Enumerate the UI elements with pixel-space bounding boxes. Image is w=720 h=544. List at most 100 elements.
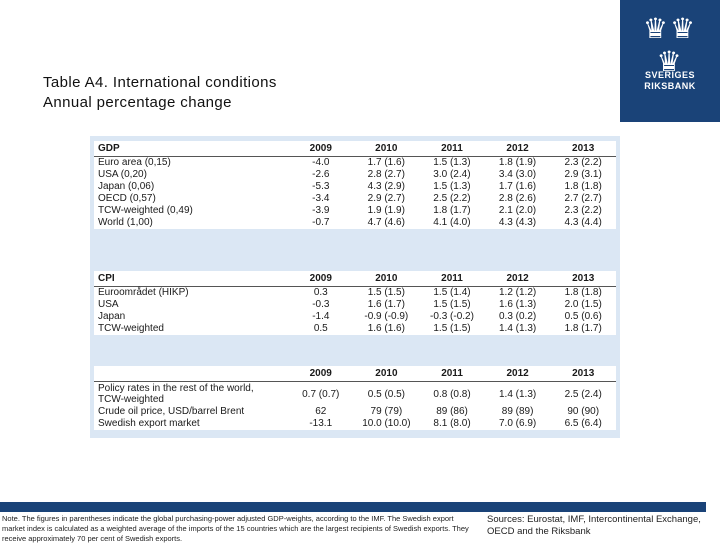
table-cell: 4.3 (4.3) [498, 217, 537, 228]
section-heading [94, 366, 288, 382]
table-cell: 1.4 (1.3) [498, 388, 537, 400]
table-cell: 1.8 (1.7) [564, 323, 602, 334]
table-row: OECD (0,57) -3.4 2.9 (2.7) 2.5 (2.2) 2.8 (2.… [94, 193, 616, 205]
table-cell: 2.1 (2.0) [498, 205, 537, 216]
year-header: 2011 [419, 141, 485, 157]
table-cell: 2.5 (2.2) [433, 193, 471, 204]
row-label: TCW-weighted (0,49) [98, 205, 193, 216]
title-line-1: Table A4. International conditions [43, 74, 277, 91]
table-cell: 2.8 (2.6) [498, 193, 537, 204]
year-header: 2012 [484, 271, 551, 287]
gdp-table: GDP 2009 2010 2011 2012 2013 Euro area (0,15) -… [94, 141, 616, 229]
cpi-table: CPI 2009 2010 2011 2012 2013 Euroområdet (HIKP… [94, 271, 616, 335]
table-cell: 1.8 (1.7) [433, 205, 471, 216]
table-cell: 1.7 (1.6) [498, 181, 537, 192]
year-header: 2010 [353, 366, 420, 382]
row-label: USA [98, 299, 119, 310]
page-title: Table A4. International conditions Annua… [43, 73, 277, 113]
table-cell: 0.5 (0.5) [367, 388, 406, 400]
table-row: Euro area (0,15) -4.0 1.7 (1.6) 1.5 (1.3) 1.… [94, 157, 616, 170]
row-label: USA (0,20) [98, 169, 147, 180]
table-cell: 62 [315, 406, 327, 417]
table-cell: 2.3 (2.2) [564, 205, 602, 216]
section-heading: CPI [94, 271, 289, 287]
table-cell: 6.5 (6.4) [564, 418, 602, 429]
year-header: 2012 [484, 366, 551, 382]
table-cell: 2.3 (2.2) [564, 157, 602, 168]
footnote: Note. The figures in parentheses indicat… [2, 514, 469, 543]
table-row: TCW-weighted 0.5 1.6 (1.6) 1.5 (1.5) 1.4 (1.… [94, 323, 616, 335]
year-header: 2009 [287, 366, 354, 382]
table-cell: 1.5 (1.3) [433, 157, 471, 168]
table-cell: 1.5 (1.5) [433, 323, 471, 334]
row-label: World (1,00) [98, 217, 153, 228]
table-cell: 89 (86) [436, 406, 468, 417]
table-cell: 89 (89) [501, 406, 534, 417]
table-row: Japan -1.4 -0.9 (-0.9) -0.3 (-0.2) 0.3 (0.2)… [94, 311, 616, 323]
table-row: USA (0,20) -2.6 2.8 (2.7) 3.0 (2.4) 3.4 (3.0… [94, 169, 616, 181]
table-cell: -5.3 [312, 181, 330, 192]
table-cell: 1.5 (1.5) [367, 287, 405, 298]
other-indicators-table: 2009 2010 2011 2012 2013 Policy rates in the … [94, 366, 616, 430]
table-cell: 2.8 (2.7) [367, 169, 405, 180]
year-header: 2009 [288, 141, 354, 157]
year-header: 2009 [288, 271, 354, 287]
table-cell: 0.7 (0.7) [302, 388, 340, 400]
logo-text: SVERIGES RIKSBANK [620, 70, 720, 92]
table-cell: -13.1 [309, 418, 333, 429]
year-header: 2011 [419, 366, 485, 382]
table-row: Japan (0,06) -5.3 4.3 (2.9) 1.5 (1.3) 1.7 (1… [94, 181, 616, 193]
table-cell: 1.8 (1.8) [564, 287, 602, 298]
footer-bar [0, 502, 706, 512]
row-label: Policy rates in the rest of the world, T… [98, 383, 254, 405]
table-cell: 0.3 (0.2) [498, 311, 537, 322]
table-row: World (1,00) -0.7 4.7 (4.6) 4.1 (4.0) 4.3 (4… [94, 217, 616, 229]
logo-line-2: RIKSBANK [644, 81, 696, 91]
table-cell: 1.6 (1.3) [498, 299, 537, 310]
table-cell: 1.8 (1.8) [564, 181, 602, 192]
table-row: Policy rates in the rest of the world, T… [94, 382, 616, 407]
table-cell: 4.7 (4.6) [367, 217, 405, 228]
year-header: 2012 [484, 141, 551, 157]
table-cell: -2.6 [312, 169, 330, 180]
table-cell: 1.7 (1.6) [367, 157, 405, 168]
year-header: 2013 [550, 366, 616, 382]
table-cell: 0.3 [313, 287, 328, 298]
table-row: TCW-weighted (0,49) -3.9 1.9 (1.9) 1.8 (1.7… [94, 205, 616, 217]
table-cell: 3.4 (3.0) [498, 169, 537, 180]
table-cell: 0.8 (0.8) [433, 388, 471, 400]
row-label: Japan (0,06) [98, 181, 155, 192]
table-row: Swedish export market -13.1 10.0 (10.0) 8.1… [94, 418, 616, 430]
table-cell: 1.5 (1.5) [433, 299, 471, 310]
table-cell: 3.0 (2.4) [433, 169, 471, 180]
title-line-2: Annual percentage change [43, 94, 232, 111]
crown-icon: ♛♛ ♛ [642, 13, 698, 77]
row-label: Crude oil price, USD/barrel Brent [98, 406, 245, 417]
table-cell: 2.9 (3.1) [564, 169, 602, 180]
riksbank-logo: ♛♛ ♛ SVERIGES RIKSBANK [620, 0, 720, 122]
sources-text: Sources: Eurostat, IMF, Intercontinental… [487, 514, 701, 537]
logo-line-1: SVERIGES [644, 70, 695, 80]
table-cell: 4.3 (4.4) [564, 217, 602, 228]
table-cell: 2.5 (2.4) [564, 388, 602, 400]
table-cell: 90 (90) [567, 406, 600, 417]
row-label: Japan [98, 311, 126, 322]
table-cell: -3.4 [312, 193, 330, 204]
table-cell: 8.1 (8.0) [433, 418, 471, 429]
year-header: 2013 [550, 271, 616, 287]
table-cell: 79 (79) [370, 406, 403, 417]
year-header: 2010 [353, 271, 420, 287]
table-cell: 1.2 (1.2) [498, 287, 537, 298]
table-cell: 2.9 (2.7) [367, 193, 405, 204]
table-cell: 0.5 [313, 323, 328, 334]
year-header: 2013 [550, 141, 616, 157]
table-cell: -0.7 [312, 217, 330, 228]
table-cell: 1.5 (1.3) [433, 181, 471, 192]
table-cell: 1.6 (1.6) [367, 323, 405, 334]
table-cell: 2.7 (2.7) [564, 193, 602, 204]
row-label: Euroområdet (HIKP) [98, 287, 189, 298]
table-cell: -0.3 [312, 299, 330, 310]
table-cell: -3.9 [312, 205, 330, 216]
table-cell: -1.4 [312, 311, 330, 322]
table-cell: 1.4 (1.3) [498, 323, 537, 334]
